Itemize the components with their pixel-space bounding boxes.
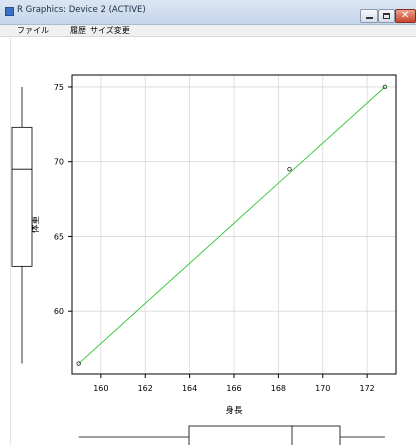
- x-tick-label: 168: [271, 384, 286, 393]
- x-tick-label: 166: [226, 384, 241, 393]
- maximize-button[interactable]: [378, 9, 395, 23]
- x-axis-title: 身長: [225, 405, 243, 416]
- r-graphics-app-icon: [5, 7, 14, 16]
- minimize-icon: [366, 17, 373, 19]
- y-tick-label: 70: [54, 158, 64, 167]
- window-title: R Graphics: Device 2 (ACTIVE): [17, 5, 146, 15]
- data-point: [287, 166, 292, 172]
- graphics-canvas: [10, 38, 416, 445]
- y-tick-label: 75: [54, 83, 64, 92]
- x-boxplot-box: [188, 425, 341, 445]
- x-tick-label: 170: [315, 384, 330, 393]
- close-button[interactable]: ✕: [395, 9, 416, 23]
- menu-history[interactable]: 履歴: [70, 26, 86, 35]
- data-point: [382, 84, 388, 90]
- menu-file[interactable]: ファイル: [17, 26, 49, 35]
- x-tick-label: 172: [360, 384, 375, 393]
- data-point: [76, 361, 81, 366]
- menu-resize[interactable]: サイズ変更: [90, 26, 130, 35]
- y-boxplot-box: [11, 126, 33, 267]
- fit-line: [78, 86, 386, 364]
- maximize-icon: [383, 13, 390, 19]
- title-bar: R Graphics: Device 2 (ACTIVE) ✕: [0, 0, 416, 25]
- menu-bar: ファイル 履歴 サイズ変更: [0, 25, 416, 37]
- minimize-button[interactable]: [360, 9, 378, 23]
- x-tick-label: 164: [182, 384, 197, 393]
- canvas-left-edge: [10, 38, 11, 445]
- x-tick-label: 160: [93, 384, 108, 393]
- y-axis-title: 体重: [30, 216, 41, 234]
- x-tick-label: 162: [138, 384, 153, 393]
- close-icon: ✕: [401, 10, 410, 21]
- y-tick-label: 65: [54, 232, 64, 241]
- y-tick-label: 60: [54, 307, 64, 316]
